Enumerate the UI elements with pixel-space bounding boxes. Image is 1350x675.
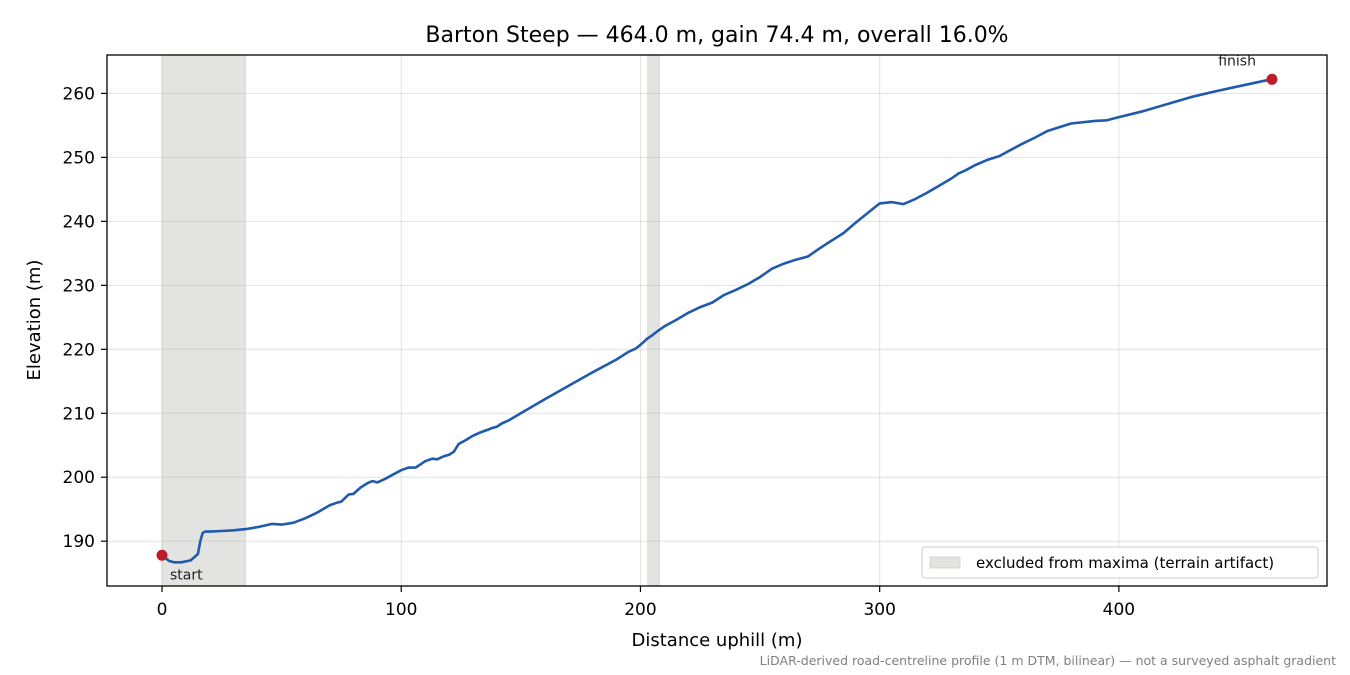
- excluded-region-2: [647, 54, 660, 587]
- legend-box: [921, 546, 1319, 579]
- x-tick-label: 0: [157, 600, 168, 620]
- y-tick-label: 240: [63, 212, 95, 232]
- x-tick-label: 200: [624, 600, 656, 620]
- plot-frame: [106, 54, 1328, 587]
- legend: excluded from maxima (terrain artifact): [921, 546, 1319, 579]
- y-tick-label: 250: [63, 148, 95, 168]
- axis-ticks: 0 100 200 300 400 190 200 210 220 230 240 250 260: [63, 84, 1136, 620]
- y-tick-label: 230: [63, 276, 95, 296]
- y-axis-label: Elevation (m): [24, 260, 45, 381]
- elevation-profile-line: [160, 78, 1274, 564]
- y-tick-label: 220: [63, 340, 95, 360]
- footnote: LiDAR-derived road-centreline profile (1…: [760, 653, 1336, 668]
- start-annotation: start: [170, 567, 203, 583]
- excluded-region-1: [161, 54, 247, 587]
- finish-annotation: finish: [1218, 53, 1256, 69]
- x-axis-label: Distance uphill (m): [632, 630, 803, 651]
- legend-swatch-excluded: [929, 556, 961, 569]
- y-tick-label: 260: [63, 84, 95, 104]
- chart-title: Barton Steep — 464.0 m, gain 74.4 m, ove…: [425, 23, 1008, 48]
- start-marker: [156, 549, 168, 561]
- endpoint-markers: start finish: [156, 53, 1278, 583]
- y-tick-label: 210: [63, 404, 95, 424]
- y-tick-label: 200: [63, 468, 95, 488]
- series-layer: [160, 78, 1274, 564]
- grid: [107, 55, 1327, 586]
- x-tick-label: 400: [1103, 600, 1135, 620]
- excluded-regions: [161, 54, 660, 587]
- y-tick-label: 190: [63, 532, 95, 552]
- legend-label-excluded: excluded from maxima (terrain artifact): [976, 554, 1274, 572]
- x-tick-label: 300: [863, 600, 895, 620]
- x-tick-label: 100: [385, 600, 417, 620]
- finish-marker: [1266, 73, 1278, 85]
